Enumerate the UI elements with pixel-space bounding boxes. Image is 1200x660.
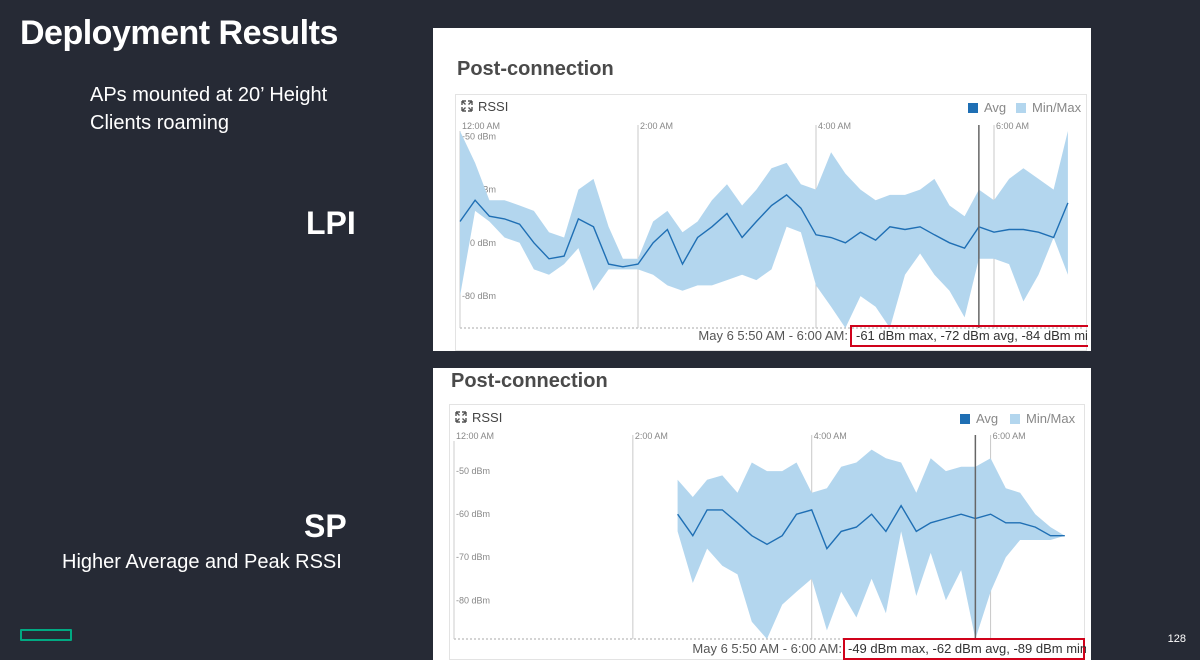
rssi-chart-sp: RSSI Avg Min/Max 12:00 AM 2:00 AM 4:00 AM 6… bbox=[453, 410, 1086, 660]
y-tick-label: -50 dBm bbox=[456, 466, 490, 476]
sp-panel: Post-connection RSSI Avg Min/Max 12:00 A… bbox=[433, 368, 1091, 660]
avg-line bbox=[677, 504, 1065, 550]
chart-name: RSSI bbox=[478, 99, 508, 114]
legend-avg-swatch bbox=[968, 103, 978, 113]
summary-stats: -61 dBm max, -72 dBm avg, -84 dBm min bbox=[856, 328, 1088, 343]
y-tick-label: -80 dBm bbox=[462, 291, 496, 301]
x-tick-label: 6:00 AM bbox=[996, 121, 1029, 131]
y-tick-label: -60 dBm bbox=[456, 509, 490, 519]
legend-minmax-swatch bbox=[1016, 103, 1026, 113]
summary-range: May 6 5:50 AM - 6:00 AM: bbox=[698, 328, 848, 343]
x-tick-label: 6:00 AM bbox=[993, 431, 1026, 441]
chart-name: RSSI bbox=[472, 410, 502, 425]
sp-label: SP bbox=[304, 508, 347, 544]
panel-title: Post-connection bbox=[457, 58, 614, 80]
lpi-panel: Post-connection RSSI Avg Min/Max 12:00 A… bbox=[433, 28, 1091, 351]
rssi-chart-box: RSSI Avg Min/Max 12:00 AM 2:00 AM 4:00 AM 6… bbox=[455, 94, 1088, 351]
rssi-chart-box: RSSI Avg Min/Max 12:00 AM 2:00 AM 4:00 AM 6… bbox=[449, 404, 1086, 660]
x-tick-label: 12:00 AM bbox=[462, 121, 500, 131]
x-tick-label: 12:00 AM bbox=[456, 431, 494, 441]
legend-avg-swatch bbox=[960, 414, 970, 424]
legend-avg-label: Avg bbox=[984, 100, 1006, 115]
lpi-label: LPI bbox=[306, 205, 356, 241]
panel-title: Post-connection bbox=[451, 370, 608, 392]
rssi-chart-lpi: RSSI Avg Min/Max 12:00 AM 2:00 AM 4:00 AM 6… bbox=[459, 99, 1088, 347]
legend-minmax-swatch bbox=[1010, 414, 1020, 424]
legend-minmax-label: Min/Max bbox=[1032, 100, 1082, 115]
legend-avg-label: Avg bbox=[976, 411, 998, 426]
summary-range: May 6 5:50 AM - 6:00 AM: bbox=[692, 641, 842, 656]
x-tick-label: 4:00 AM bbox=[814, 431, 847, 441]
subtitle-line-1: APs mounted at 20’ Height bbox=[90, 84, 328, 106]
y-tick-label: -50 dBm bbox=[462, 131, 496, 141]
summary-highlight-box bbox=[843, 638, 1085, 660]
slide-title: Deployment Results bbox=[20, 14, 338, 52]
summary-stats: -49 dBm max, -62 dBm avg, -89 dBm min bbox=[848, 641, 1086, 656]
avg-line bbox=[459, 194, 1069, 268]
y-tick-label: -70 dBm bbox=[462, 238, 496, 248]
minmax-band bbox=[677, 449, 1065, 639]
x-tick-label: 2:00 AM bbox=[640, 121, 673, 131]
summary-highlight-box bbox=[850, 325, 1088, 347]
legend-minmax-label: Min/Max bbox=[1026, 411, 1076, 426]
hpe-logo bbox=[20, 629, 72, 641]
y-tick-label: -80 dBm bbox=[456, 595, 490, 605]
expand-icon[interactable] bbox=[455, 411, 467, 423]
subtitle-line-2: Clients roaming bbox=[90, 112, 229, 134]
page-number: 128 bbox=[1167, 633, 1186, 645]
x-tick-label: 4:00 AM bbox=[818, 121, 851, 131]
x-tick-label: 2:00 AM bbox=[635, 431, 668, 441]
expand-icon[interactable] bbox=[461, 100, 473, 112]
y-tick-label: -70 dBm bbox=[456, 552, 490, 562]
minmax-band bbox=[460, 131, 1068, 328]
sp-note: Higher Average and Peak RSSI bbox=[62, 551, 342, 573]
